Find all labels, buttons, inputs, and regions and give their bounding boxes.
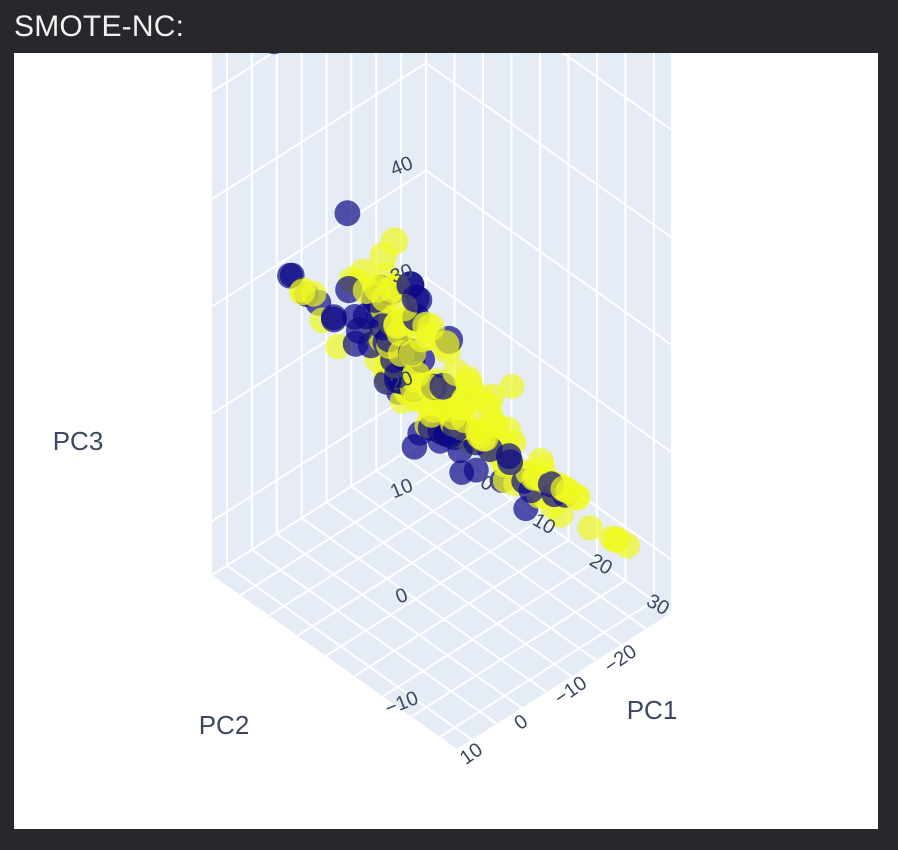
data-point-class-0[interactable] bbox=[334, 200, 361, 227]
data-point-class-1[interactable] bbox=[527, 448, 554, 475]
gridline-x-floor bbox=[382, 559, 598, 698]
scatter3d-plot[interactable]: −10 0 10 20 30 40 −20 −10 0 10 0 10 20 30 PC3 PC2 PC1 bbox=[14, 53, 878, 829]
data-point-class-1[interactable] bbox=[499, 373, 525, 399]
pane-floor bbox=[212, 439, 671, 749]
data-point-class-1[interactable] bbox=[289, 279, 316, 306]
data-point-class-0[interactable] bbox=[463, 457, 489, 483]
gridline-x-floor bbox=[325, 519, 541, 657]
gridline-x-floor bbox=[439, 600, 655, 738]
data-point-class-1[interactable] bbox=[431, 330, 460, 359]
gridline-z-right bbox=[561, 53, 672, 131]
y-tick-label: 0 bbox=[510, 710, 532, 734]
data-point-class-1[interactable] bbox=[454, 365, 483, 394]
gridline-x-floor bbox=[239, 458, 456, 597]
gridline-z-left bbox=[211, 384, 427, 523]
data-point-class-0[interactable] bbox=[401, 434, 428, 460]
gridline-y-floor bbox=[226, 564, 473, 741]
gridline-x-floor bbox=[410, 579, 626, 718]
y-axis-title: PC2 bbox=[199, 710, 250, 740]
data-point-class-1[interactable] bbox=[480, 410, 507, 438]
gridline-z-right bbox=[425, 277, 672, 453]
gridline-y-floor bbox=[325, 501, 573, 678]
x-axis-title: PC1 bbox=[627, 695, 678, 725]
z-axis-title: PC3 bbox=[53, 426, 104, 456]
gridline-y-floor bbox=[375, 469, 622, 646]
data-point-class-1[interactable] bbox=[577, 515, 603, 541]
data-points bbox=[262, 53, 641, 559]
data-point-class-1[interactable] bbox=[380, 227, 409, 256]
gridline-y-floor bbox=[301, 517, 548, 693]
gridline-z-left bbox=[211, 169, 427, 308]
output-cell-label: SMOTE-NC: bbox=[14, 10, 185, 43]
gridline-y-floor bbox=[400, 453, 647, 630]
gridline-y-floor bbox=[350, 485, 597, 662]
gridline-y-floor bbox=[251, 548, 498, 725]
data-point-class-1[interactable] bbox=[564, 483, 591, 510]
gridline-x-floor bbox=[296, 498, 513, 637]
gridline-x-floor bbox=[268, 478, 484, 617]
gridline-x-floor bbox=[353, 539, 569, 678]
gridline-z-right bbox=[425, 169, 672, 346]
data-point-class-0[interactable] bbox=[320, 304, 347, 331]
data-point-class-0[interactable] bbox=[401, 284, 430, 313]
axis-titles: PC3 PC2 PC1 bbox=[53, 426, 678, 740]
data-point-class-0[interactable] bbox=[262, 53, 287, 55]
gridline-z-left bbox=[211, 62, 427, 200]
data-point-class-1[interactable] bbox=[614, 532, 641, 559]
gridline-z-left bbox=[211, 53, 275, 93]
data-point-class-1[interactable] bbox=[403, 361, 430, 388]
gridline-y-floor bbox=[276, 533, 523, 709]
data-point-class-0[interactable] bbox=[345, 317, 373, 344]
gridline-x-floor bbox=[211, 438, 427, 576]
gridline-z-right bbox=[425, 62, 672, 238]
data-point-class-0[interactable] bbox=[495, 443, 522, 470]
